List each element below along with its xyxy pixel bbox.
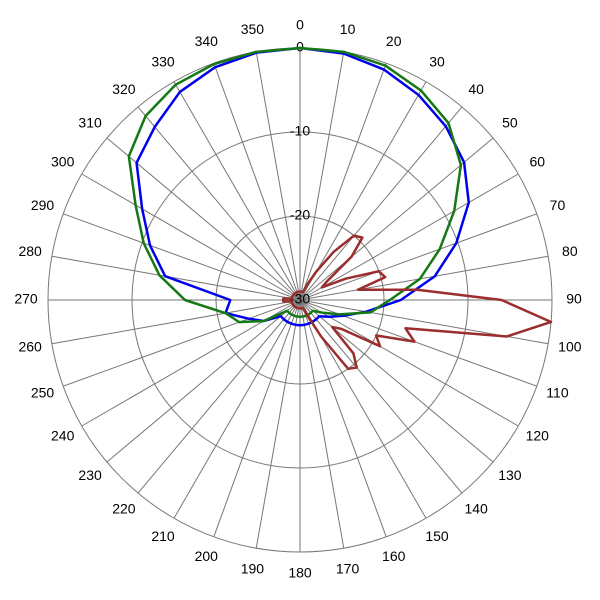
spoke [299,213,537,301]
angle-label: 40 [468,81,484,97]
spoke [173,299,301,519]
spoke [137,299,301,494]
pattern-line [281,234,553,371]
angle-label: 270 [14,291,38,307]
angle-label: 280 [18,243,42,259]
angle-label: 150 [425,528,449,544]
pattern-line [127,46,463,324]
angle-label: 310 [78,115,102,131]
spoke [213,63,301,301]
angle-label: 130 [498,467,522,483]
spoke [255,51,301,301]
angle-label: 180 [288,565,312,581]
spoke [299,81,427,301]
spoke [299,299,463,494]
spoke [63,299,301,387]
angle-label: 230 [78,467,102,483]
angle-label: 70 [550,197,566,213]
angle-label: 30 [429,53,445,69]
angle-label: 20 [386,33,402,49]
spoke [173,81,301,301]
angle-label: 10 [340,21,356,37]
angle-label: 120 [526,428,550,444]
angle-label: 160 [382,548,406,564]
spoke [81,173,301,301]
spoke [299,51,345,301]
angle-label: 320 [112,81,136,97]
angle-label: 290 [31,197,55,213]
angle-label: 90 [566,291,582,307]
angle-label: 210 [151,528,175,544]
spoke [137,106,301,301]
spoke [51,299,301,345]
angle-label: 340 [195,33,219,49]
r-tick-label: 0 [296,39,304,55]
angle-label: 350 [241,21,265,37]
spoke [299,299,345,549]
spoke [63,213,301,301]
angle-label: 50 [502,115,518,131]
angle-label: 300 [51,154,75,170]
spoke [299,255,549,301]
spoke [51,255,301,301]
angle-label: 100 [558,338,582,354]
spoke [255,299,301,549]
angle-label: 170 [336,561,360,577]
spoke [299,299,519,427]
r-tick-label: -20 [290,207,310,223]
grid-ring [215,215,385,385]
angle-label: 110 [546,384,569,400]
angle-label: 190 [241,561,265,577]
angle-label: 140 [464,501,488,517]
angle-label: 330 [151,53,175,69]
spoke [106,299,301,463]
grid-ring [131,131,469,469]
angle-label: 0 [296,17,304,33]
angle-label: 240 [51,428,75,444]
spoke [106,137,301,301]
angle-label: 200 [195,548,219,564]
angle-label: 60 [530,154,546,170]
angle-label: 250 [31,384,55,400]
pattern-line [135,46,471,327]
angle-label: 260 [18,338,42,354]
r-tick-label: -10 [290,123,310,139]
spoke [299,173,519,301]
spoke [299,299,387,537]
spoke [299,63,387,301]
angle-label: 80 [562,243,578,259]
angle-label: 220 [112,501,136,517]
spoke [213,299,301,537]
spoke [299,106,463,301]
